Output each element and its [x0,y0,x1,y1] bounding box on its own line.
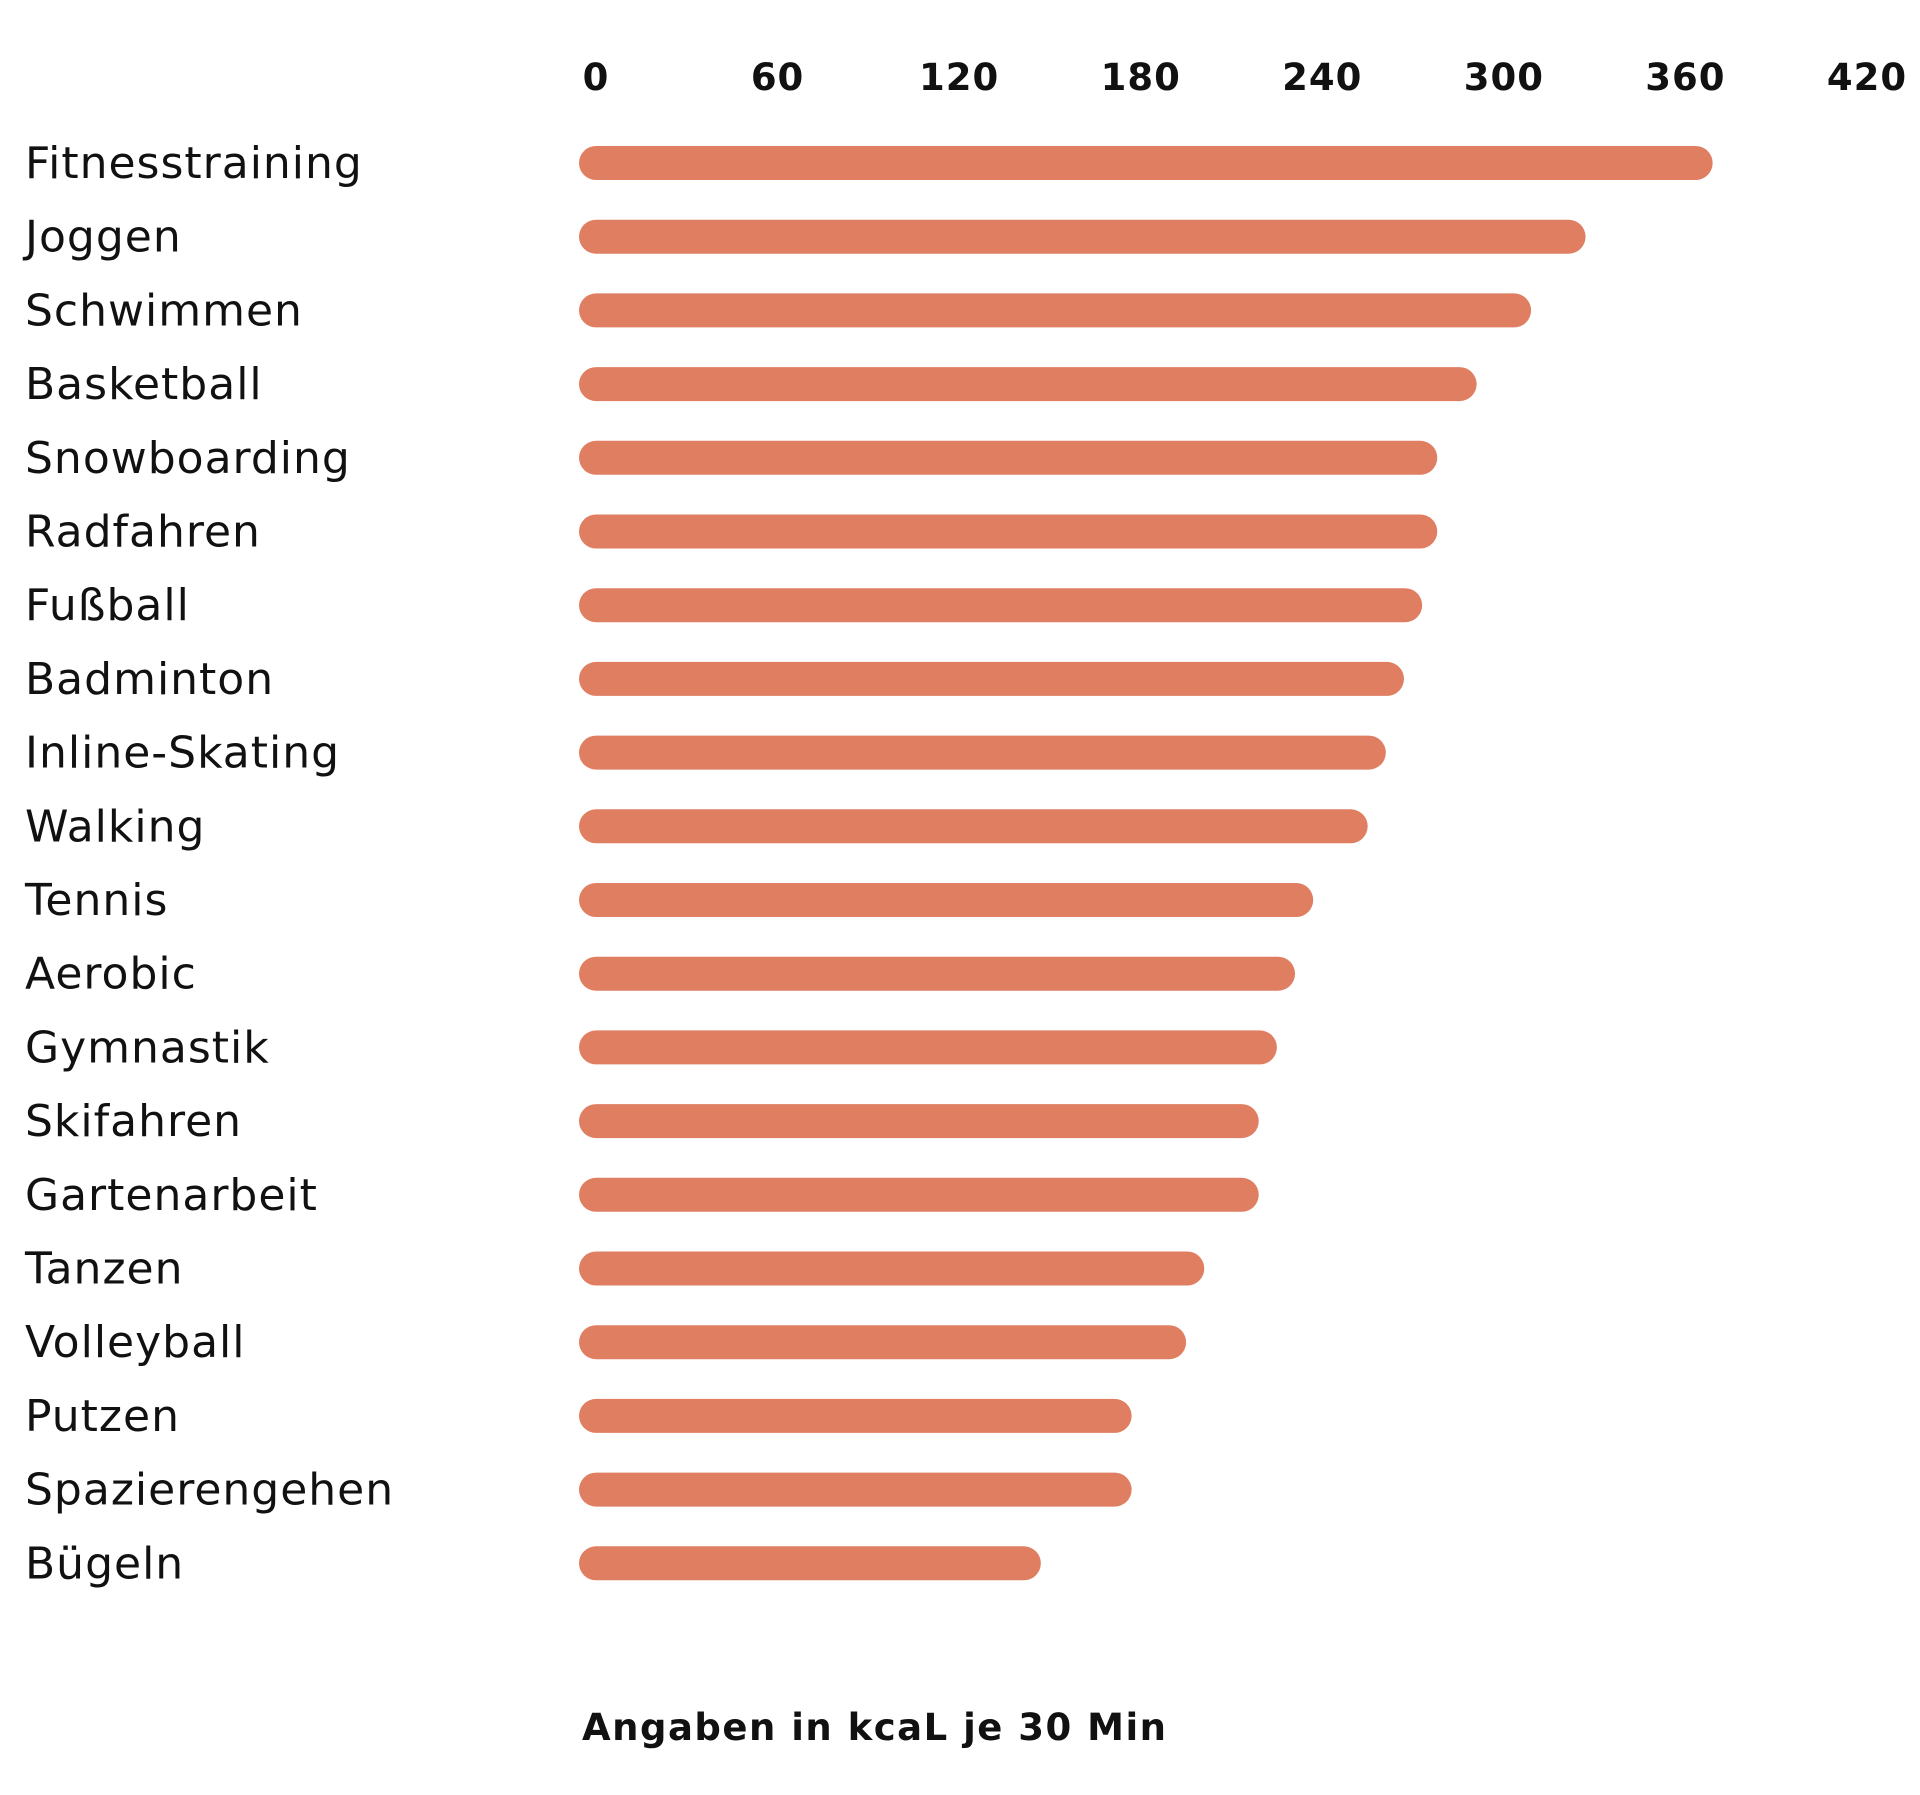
category-label: Inline-Skating [25,728,340,779]
x-tick-label: 0 [583,56,610,99]
bar-putzen [579,1398,1132,1433]
x-axis-ticks: 0 60 120 180 240 300 360 420 [583,56,1907,99]
bar-tennis [579,883,1314,917]
bar-snowboarding [579,440,1438,475]
bars [579,146,1713,1581]
category-label: Schwimmen [25,285,303,336]
category-label: Tanzen [24,1244,184,1295]
bar-basketball [579,367,1477,402]
x-tick-label: 420 [1827,56,1907,99]
bar-fußball [579,588,1423,623]
bar-bügeln [579,1546,1041,1581]
category-labels: Fitnesstraining Joggen Schwimmen Basketball… [22,138,394,1589]
x-tick-label: 60 [751,56,805,99]
category-label: Bügeln [25,1538,184,1589]
bar-skifahren [579,1104,1259,1139]
bar-fitnesstraining [579,146,1713,180]
category-label: Skifahren [25,1096,242,1147]
category-label: Aerobic [25,949,197,1000]
bar-aerobic [579,956,1296,991]
x-tick-label: 360 [1645,56,1725,99]
category-label: Gymnastik [25,1022,270,1073]
bar-joggen [579,219,1586,254]
category-label: Fitnesstraining [25,138,363,189]
bar-badminton [579,661,1404,696]
bar-spazierengehen [579,1472,1132,1507]
x-tick-label: 120 [919,56,999,99]
bar-gymnastik [579,1030,1277,1065]
category-label: Joggen [22,212,182,263]
x-tick-label: 240 [1282,56,1362,99]
category-label: Badminton [25,654,274,705]
bar-schwimmen [579,293,1532,328]
category-label: Basketball [25,359,263,410]
x-tick-label: 180 [1101,56,1181,99]
category-label: Radfahren [25,507,261,558]
category-label: Spazierengehen [25,1465,394,1516]
bar-radfahren [579,514,1438,549]
x-tick-label: 300 [1464,56,1544,99]
category-label: Fußball [25,580,190,631]
category-label: Gartenarbeit [25,1170,318,1221]
bar-volleyball [579,1325,1187,1360]
bar-tanzen [579,1251,1205,1286]
bar-gartenarbeit [579,1177,1259,1212]
category-label: Walking [25,801,205,852]
category-label: Volleyball [25,1317,246,1368]
category-label: Tennis [24,875,168,926]
x-axis-label: Angaben in kcaL je 30 Min [582,1706,1167,1749]
bar-inline-skating [579,735,1386,770]
bar-walking [579,809,1368,844]
category-label: Putzen [25,1391,180,1442]
category-label: Snowboarding [25,433,351,484]
